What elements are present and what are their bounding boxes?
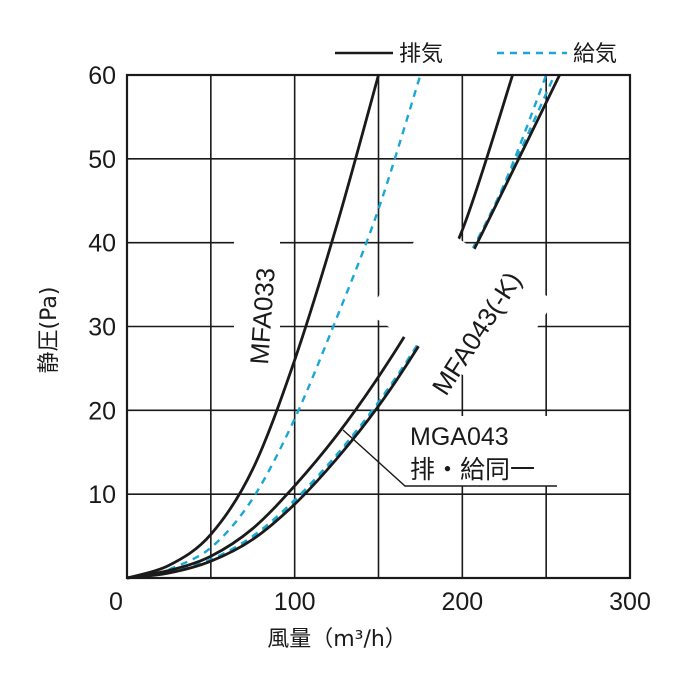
x-axis-title: 風量（m³/h） [267,627,407,652]
series-group [126,74,561,580]
y-axis-title: 静圧(Pa) [37,287,62,374]
series-line-mga043-exhaust [126,74,561,580]
legend: 排気 給気 [335,42,617,67]
mga043-label-line2: 排・給同一 [410,456,535,484]
y-tick-label: 50 [88,146,116,174]
x-tick-label: 300 [609,588,651,616]
plot-frame [125,73,632,580]
tick-labels: 0 100 200 300 10 20 30 40 50 60 [88,62,651,616]
x-tick-label: 200 [441,588,483,616]
series-line-mfa033-supply [168,74,422,571]
grid [127,75,630,578]
mfa033-label-mask [234,224,280,370]
legend-exhaust-label: 排気 [399,42,443,67]
mga043-label-mask [405,416,547,486]
y-tick-label: 40 [88,230,116,258]
mga043-label-line1: MGA043 [410,423,509,451]
y-tick-label: 10 [88,481,116,509]
mfa033-label: MFA033 [244,267,281,366]
series-line-mfa043-k-exhaust [126,74,514,580]
series-line-mfa033-exhaust [126,74,380,580]
x-tick-label: 0 [109,588,123,616]
mga043-leader-line [342,429,557,487]
y-tick-label: 20 [88,397,116,425]
y-tick-label: 60 [88,62,116,90]
mfa043-label-mask [367,219,555,395]
x-tick-label: 100 [274,588,316,616]
y-tick-label: 30 [88,314,116,342]
legend-supply-label: 給気 [573,42,617,67]
curve-labels: MFA033 MFA043(-K) MGA043 排・給同一 [234,219,557,487]
